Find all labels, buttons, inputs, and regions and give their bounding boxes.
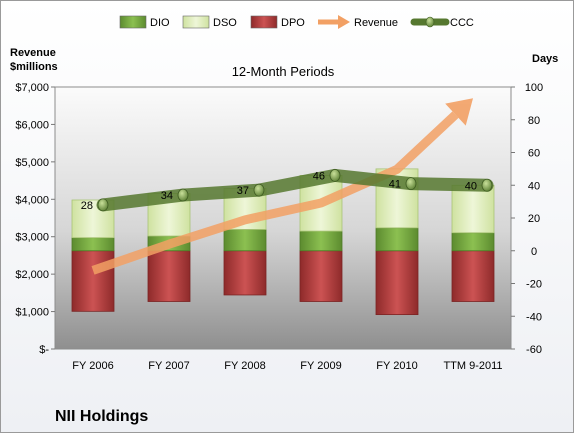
- legend: DIO DSO DPO Revenue CCC: [119, 15, 474, 29]
- ccc-marker: [177, 188, 189, 202]
- x-tick-label: TTM 9-2011: [443, 360, 502, 372]
- legend-label-dio: DIO: [150, 17, 170, 29]
- y-right-tick-label: -60: [526, 344, 542, 356]
- legend-swatch-dpo: [250, 15, 278, 29]
- dio-bar: [299, 230, 343, 252]
- revenue-series: [91, 98, 473, 275]
- dso-bar: [451, 184, 495, 234]
- dpo-bar: [71, 250, 115, 312]
- x-tick-label: FY 2009: [300, 360, 341, 372]
- y-left-tick-label: $2,000: [15, 269, 49, 281]
- legend-swatch-dio: [119, 15, 147, 29]
- y-left-tick-label: $6,000: [15, 119, 49, 131]
- ccc-series: 28 34 37 46 41 40: [81, 168, 494, 212]
- revenue-arrow-shaft: [91, 111, 459, 275]
- ccc-data-label: 28: [81, 200, 93, 212]
- x-tick-label: FY 2010: [376, 360, 417, 372]
- ccc-marker: [329, 169, 341, 182]
- ccc-marker: [97, 198, 109, 212]
- ccc-data-label: 46: [313, 170, 325, 182]
- legend-label-revenue: Revenue: [354, 17, 398, 29]
- dpo-bar: [147, 250, 191, 302]
- x-axis: FY 2006 FY 2007 FY 2008 FY 2009 FY 2010 TTM 9…: [72, 360, 502, 372]
- y-left-tick-label: $1,000: [15, 307, 49, 319]
- legend-label-dso: DSO: [213, 17, 237, 29]
- dio-bar: [71, 237, 115, 252]
- ccc-data-label: 34: [161, 190, 173, 202]
- y-right-tick-label: 60: [528, 148, 540, 160]
- y-right-tick-label: 80: [528, 115, 540, 127]
- company-name: NII Holdings: [55, 408, 148, 425]
- y-right-tick-label: 100: [525, 82, 543, 94]
- y-right-tick-label: 0: [531, 246, 537, 258]
- y-axis-left-title-line: $millions: [10, 61, 58, 73]
- y-right-tick-label: -40: [526, 311, 542, 323]
- y-axis-left: $- $1,000 $2,000 $3,000 $4,000 $5,000 $6,000 $7…: [15, 82, 55, 356]
- ccc-data-label: 41: [389, 179, 401, 191]
- y-right-tick-label: 20: [528, 213, 540, 225]
- legend-swatch-revenue-head: [338, 15, 350, 29]
- ccc-data-label: 37: [237, 185, 249, 197]
- y-right-tick-label: -20: [526, 279, 542, 291]
- y-axis-left-title-line: Revenue: [10, 47, 56, 59]
- legend-swatch-ccc-marker: [425, 16, 435, 28]
- y-left-tick-label: $5,000: [15, 157, 49, 169]
- y-left-tick-label: $3,000: [15, 232, 49, 244]
- y-axis-right-title: Days: [532, 53, 558, 65]
- chart-title: 12-Month Periods: [232, 64, 335, 79]
- dio-bar: [451, 232, 495, 252]
- dpo-bar: [451, 250, 495, 302]
- x-tick-label: FY 2008: [224, 360, 265, 372]
- dpo-bar: [299, 250, 343, 302]
- dio-bar: [375, 227, 419, 252]
- dpo-bar: [223, 250, 267, 296]
- y-left-tick-label: $-: [39, 344, 49, 356]
- y-axis-right: -60 -40 -20 0 20 40 60 80 100: [511, 82, 543, 356]
- ccc-marker: [253, 183, 265, 197]
- x-tick-label: FY 2006: [72, 360, 113, 372]
- legend-swatch-dso: [182, 15, 210, 29]
- ccc-marker: [481, 178, 493, 192]
- y-right-tick-label: 40: [528, 180, 540, 192]
- ccc-line: [96, 168, 494, 212]
- ccc-data-label: 40: [465, 180, 477, 192]
- y-axis-left-title: Revenue $millions: [10, 47, 58, 73]
- revenue-arrow-head: [445, 98, 473, 126]
- dpo-bar: [375, 250, 419, 316]
- x-tick-label: FY 2007: [148, 360, 189, 372]
- dio-bar: [223, 229, 267, 252]
- y-left-tick-label: $7,000: [15, 82, 49, 94]
- ccc-marker: [405, 177, 417, 191]
- y-left-tick-label: $4,000: [15, 194, 49, 206]
- legend-label-ccc: CCC: [450, 17, 474, 29]
- legend-label-dpo: DPO: [281, 17, 305, 29]
